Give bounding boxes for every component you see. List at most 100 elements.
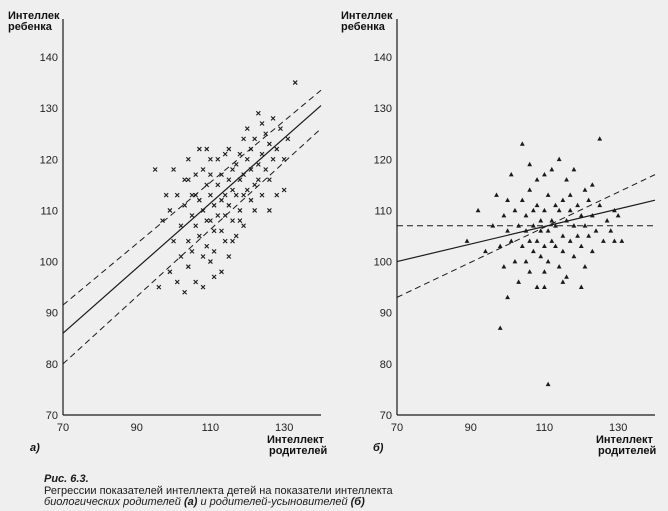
data-point <box>208 259 213 264</box>
data-point <box>516 223 522 228</box>
x-tick-label: 90 <box>465 422 477 434</box>
data-point <box>230 238 235 244</box>
data-point <box>556 264 562 269</box>
data-point <box>237 151 243 157</box>
data-point <box>601 238 606 243</box>
data-point <box>219 269 224 275</box>
data-point <box>185 177 191 183</box>
caption-line-3: биологических родителей (а) и родителей-… <box>44 496 644 509</box>
y-tick-label: 90 <box>46 308 58 320</box>
data-point <box>582 223 588 228</box>
data-point <box>274 146 280 152</box>
data-point <box>508 172 514 177</box>
data-point <box>255 110 261 116</box>
data-point <box>204 146 210 152</box>
data-point <box>237 218 243 224</box>
data-point <box>211 274 217 280</box>
data-point <box>248 197 254 203</box>
data-point <box>519 243 525 249</box>
data-point <box>244 126 250 131</box>
x-tick-label: 110 <box>536 422 554 434</box>
y-tick-label: 130 <box>374 103 392 115</box>
data-point <box>233 162 239 167</box>
data-point <box>278 126 283 131</box>
data-point <box>193 279 199 285</box>
data-point <box>553 202 558 208</box>
y-tick-label: 70 <box>380 410 392 422</box>
data-point <box>248 167 254 172</box>
data-point <box>556 156 562 162</box>
data-point <box>619 238 625 243</box>
data-point <box>237 177 243 183</box>
y-tick-label: 120 <box>374 154 392 166</box>
data-point <box>567 238 573 243</box>
y-tick-label: 70 <box>46 410 58 422</box>
data-point <box>586 233 592 238</box>
data-point <box>241 192 246 198</box>
y-axis-label: Интеллек <box>341 10 393 22</box>
x-axis-label: родителей <box>598 445 656 457</box>
data-point <box>215 182 221 188</box>
data-point <box>237 208 243 213</box>
data-point <box>571 253 577 259</box>
data-point <box>208 218 213 224</box>
data-point <box>512 207 518 213</box>
data-point <box>252 136 258 142</box>
data-point <box>564 274 569 279</box>
data-point <box>160 218 165 224</box>
data-point <box>494 192 499 197</box>
data-point <box>241 172 246 178</box>
data-point <box>274 192 280 198</box>
data-point <box>219 197 224 203</box>
data-point <box>196 197 202 203</box>
y-tick-label: 140 <box>374 52 392 64</box>
data-point <box>255 177 261 183</box>
data-point <box>156 284 162 290</box>
data-point <box>174 279 180 285</box>
data-point <box>505 294 510 300</box>
data-point <box>193 223 199 229</box>
data-point <box>571 166 577 172</box>
data-point <box>167 208 173 213</box>
data-point <box>263 167 269 172</box>
caption-line-3-part-1: биологических родителей <box>44 496 184 508</box>
data-point <box>222 213 228 218</box>
data-point <box>182 202 188 208</box>
data-point <box>267 177 272 183</box>
data-point <box>178 254 184 259</box>
data-point <box>193 192 199 198</box>
data-point <box>597 202 603 208</box>
data-point <box>578 243 584 249</box>
data-point <box>608 228 614 233</box>
data-point <box>530 223 536 228</box>
data-point <box>501 264 507 269</box>
data-point <box>252 208 258 213</box>
data-point <box>545 228 551 233</box>
data-point <box>208 172 213 178</box>
data-point <box>182 289 188 295</box>
data-point <box>185 238 191 244</box>
data-point <box>567 192 573 197</box>
data-point <box>270 156 276 162</box>
data-point <box>281 156 287 162</box>
y-tick-label: 80 <box>380 359 392 371</box>
y-tick-label: 110 <box>40 205 58 217</box>
x-tick-label: 130 <box>609 422 627 434</box>
data-point <box>519 141 525 146</box>
data-point <box>534 202 540 208</box>
data-point <box>516 279 522 284</box>
data-point <box>204 182 210 188</box>
data-point <box>575 233 580 238</box>
y-tick-label: 90 <box>380 308 392 320</box>
data-point <box>545 258 551 264</box>
data-point <box>252 182 258 188</box>
data-point <box>542 172 547 177</box>
data-point <box>497 325 503 330</box>
data-point <box>538 228 544 233</box>
data-point <box>171 167 176 172</box>
caption-line-3-part-2: (а) <box>183 496 198 508</box>
data-point <box>204 243 210 249</box>
data-point <box>542 243 547 249</box>
regression-line <box>62 105 322 334</box>
data-point <box>542 207 547 213</box>
